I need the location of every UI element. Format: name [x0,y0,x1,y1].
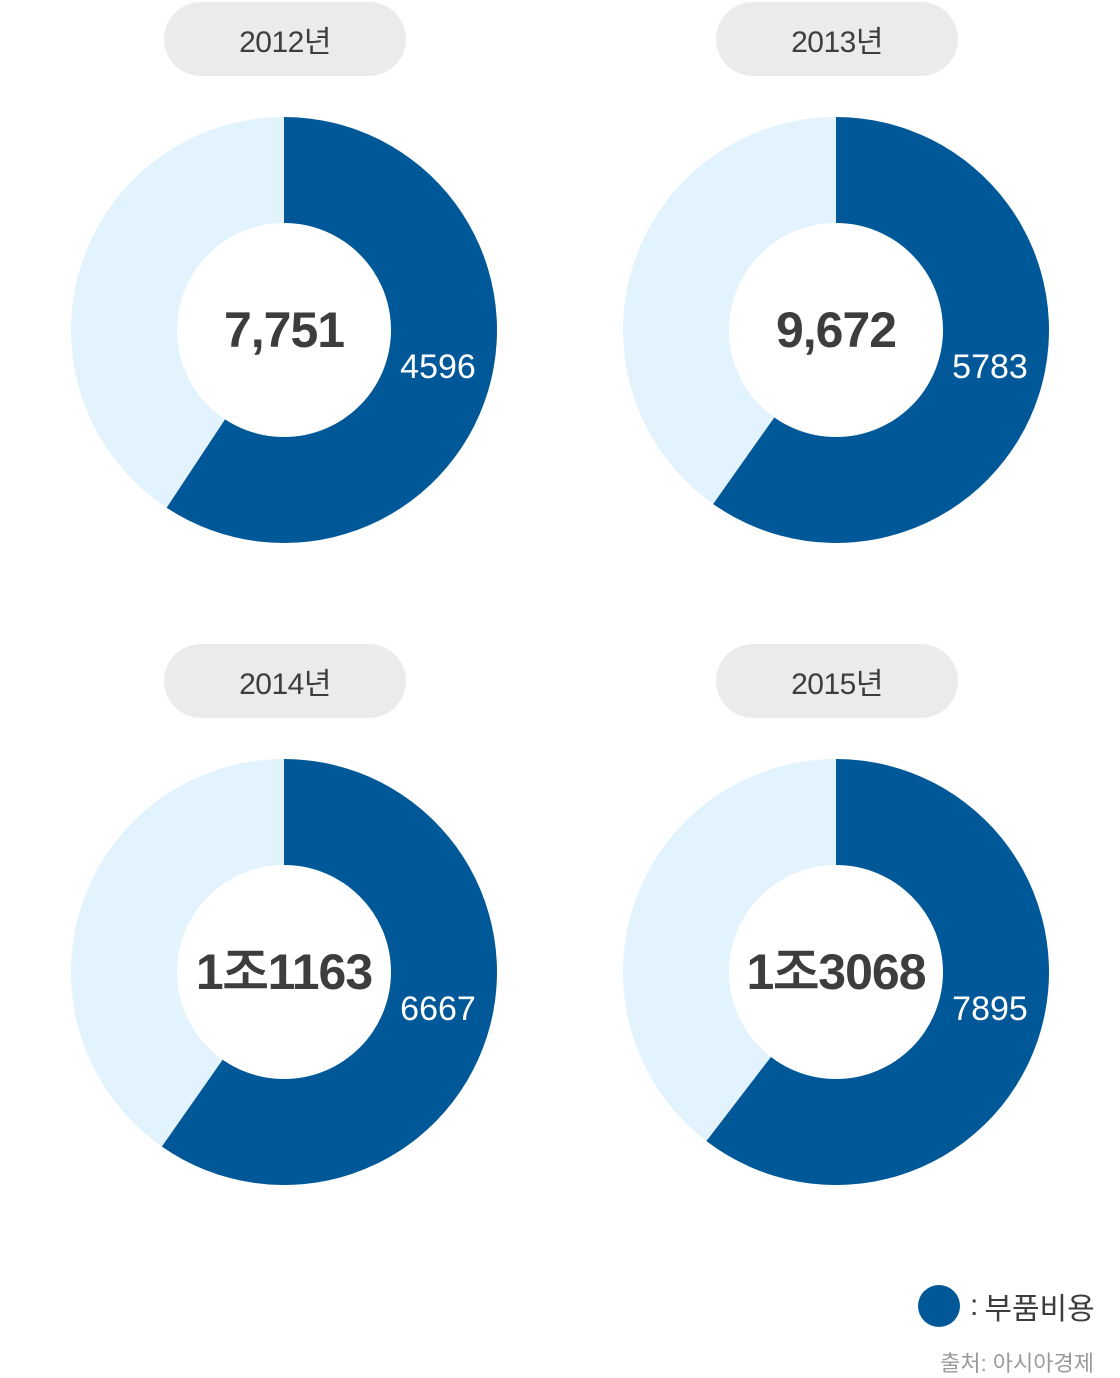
chart-panel-2013: 2013년 9,672 5783 [552,0,1112,640]
rest-slice [623,759,836,1141]
donut-chart: 9,672 5783 [623,117,1049,543]
chart-panel-2012: 2012년 7,751 4596 [0,0,560,640]
legend-label: 부품비용 [984,1293,1095,1326]
year-pill: 2014년 [164,644,406,718]
legend: : 부품비용 [918,1284,1095,1328]
year-pill: 2012년 [164,2,406,76]
total-label: 9,672 [776,302,896,358]
rest-slice [623,117,836,504]
total-label: 7,751 [224,302,344,358]
chart-panel-2014: 2014년 1조1163 6667 [0,642,560,1282]
donut-hole [177,223,391,437]
total-label: 1조1163 [196,944,372,1000]
donut-hole [729,865,943,1079]
legend-swatch [918,1285,960,1327]
source-note: 출처: 아시아경제 [940,1351,1094,1376]
donut-hole [177,865,391,1079]
part-value-label: 4596 [400,348,476,386]
part-value-label: 6667 [400,990,476,1028]
donut-chart: 1조3068 7895 [623,759,1049,1185]
total-label: 1조3068 [746,944,925,1000]
legend-separator: : [970,1289,979,1322]
donut-chart: 1조1163 6667 [71,759,498,1185]
part-value-label: 5783 [952,348,1028,386]
rest-slice [71,759,284,1147]
donut-hole [729,223,943,437]
donut-chart: 7,751 4596 [70,116,497,543]
chart-panel-2015: 2015년 1조3068 7895 [552,642,1112,1282]
year-pill: 2015년 [716,644,958,718]
year-pill: 2013년 [716,2,958,76]
part-value-label: 7895 [952,990,1028,1028]
